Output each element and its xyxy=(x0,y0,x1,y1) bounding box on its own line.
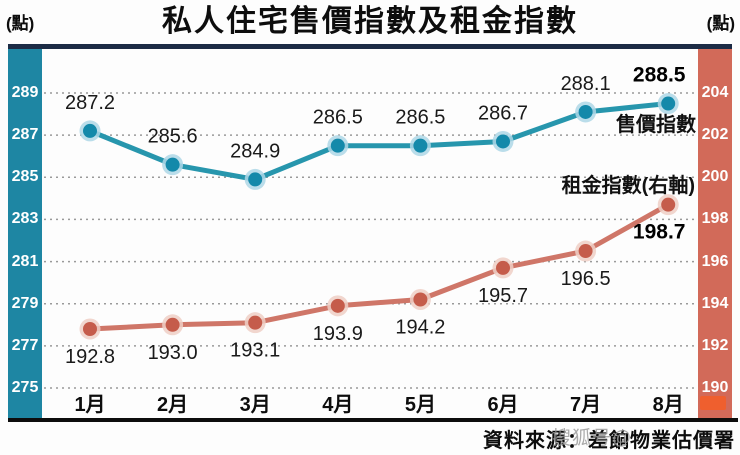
rent-marker xyxy=(330,298,345,313)
left-axis-tick: 281 xyxy=(11,252,39,270)
price-value-label: 284.9 xyxy=(230,140,280,162)
price-marker xyxy=(248,172,263,187)
x-axis-baseline xyxy=(8,418,738,422)
price-value-label: 286.7 xyxy=(478,102,528,124)
right-axis-tick: 198 xyxy=(701,210,729,228)
rent-value-label: 193.0 xyxy=(148,342,198,364)
right-axis-tick: 204 xyxy=(701,84,729,101)
right-axis-tick: 192 xyxy=(701,336,729,354)
price-marker xyxy=(496,134,510,149)
rent-marker xyxy=(413,292,428,307)
right-axis-tick: 200 xyxy=(701,168,729,186)
rent-series-line xyxy=(87,202,671,332)
right-axis-tick: 190 xyxy=(701,379,729,396)
x-axis-label: 4月 xyxy=(322,394,354,416)
left-axis: 289 287 285 283 281 279 277 275 xyxy=(8,49,42,418)
rent-value-label: 198.7 xyxy=(633,221,686,244)
watermark-text: 搜狐号@ xyxy=(552,428,633,449)
rent-series-name: 租金指數(右軸) xyxy=(562,173,695,197)
right-axis-unit-label: (點) xyxy=(706,14,735,33)
price-marker xyxy=(330,138,345,153)
x-axis-label: 7月 xyxy=(570,394,602,416)
left-axis-tick: 285 xyxy=(11,168,39,186)
price-marker xyxy=(578,104,593,119)
rent-value-label: 194.2 xyxy=(395,317,445,339)
price-marker xyxy=(413,138,428,153)
rent-value-label: 195.7 xyxy=(478,285,528,307)
rent-marker xyxy=(578,244,593,259)
rent-value-label: 192.8 xyxy=(65,346,115,368)
rent-marker xyxy=(661,197,676,212)
rent-value-label: 193.1 xyxy=(230,340,280,362)
price-marker xyxy=(661,96,676,111)
right-axis-tick: 194 xyxy=(701,294,729,312)
watermark-badge xyxy=(700,396,726,410)
chart-title: 私人住宅售價指數及租金指數 xyxy=(162,5,578,38)
rent-marker xyxy=(83,322,97,336)
price-marker xyxy=(165,157,180,172)
x-axis-label: 8月 xyxy=(652,394,684,416)
left-axis-unit-label: (點) xyxy=(6,14,35,33)
price-value-label: 286.5 xyxy=(313,107,363,129)
rent-marker xyxy=(496,260,510,275)
price-series-name: 售價指數 xyxy=(616,112,696,136)
rent-value-label: 196.5 xyxy=(561,268,611,290)
left-axis-tick: 283 xyxy=(11,210,39,228)
right-axis-tick: 196 xyxy=(701,252,729,270)
right-axis-tick: 202 xyxy=(701,126,729,144)
left-axis-tick: 289 xyxy=(11,84,39,101)
price-marker xyxy=(83,123,97,138)
price-value-label: 288.1 xyxy=(561,73,611,95)
left-axis-tick: 277 xyxy=(11,336,39,354)
left-axis-tick: 275 xyxy=(11,379,39,396)
left-axis-tick: 287 xyxy=(11,126,39,144)
x-axis-label: 5月 xyxy=(404,394,436,416)
rent-marker xyxy=(165,317,180,332)
x-axis-label: 6月 xyxy=(487,394,519,416)
rent-marker xyxy=(248,315,263,330)
left-axis-tick: 279 xyxy=(11,294,39,312)
right-axis: 204 202 200 198 196 194 192 190 xyxy=(698,49,732,418)
price-value-label: 285.6 xyxy=(148,126,198,148)
x-axis: 1月 2月 3月 4月 5月 6月 7月 8月 xyxy=(0,392,740,418)
x-axis-label: 1月 xyxy=(74,394,106,416)
chart-top-border xyxy=(8,44,732,49)
price-value-label: 288.5 xyxy=(633,64,686,87)
rent-value-label: 193.9 xyxy=(313,323,363,345)
price-series-line xyxy=(87,101,671,182)
price-value-label: 286.5 xyxy=(395,107,445,129)
x-axis-label: 3月 xyxy=(239,394,271,416)
price-value-label: 287.2 xyxy=(65,92,115,114)
x-axis-label: 2月 xyxy=(157,394,189,416)
source-note: 資料來源：差餉物業估價署 xyxy=(483,430,735,452)
